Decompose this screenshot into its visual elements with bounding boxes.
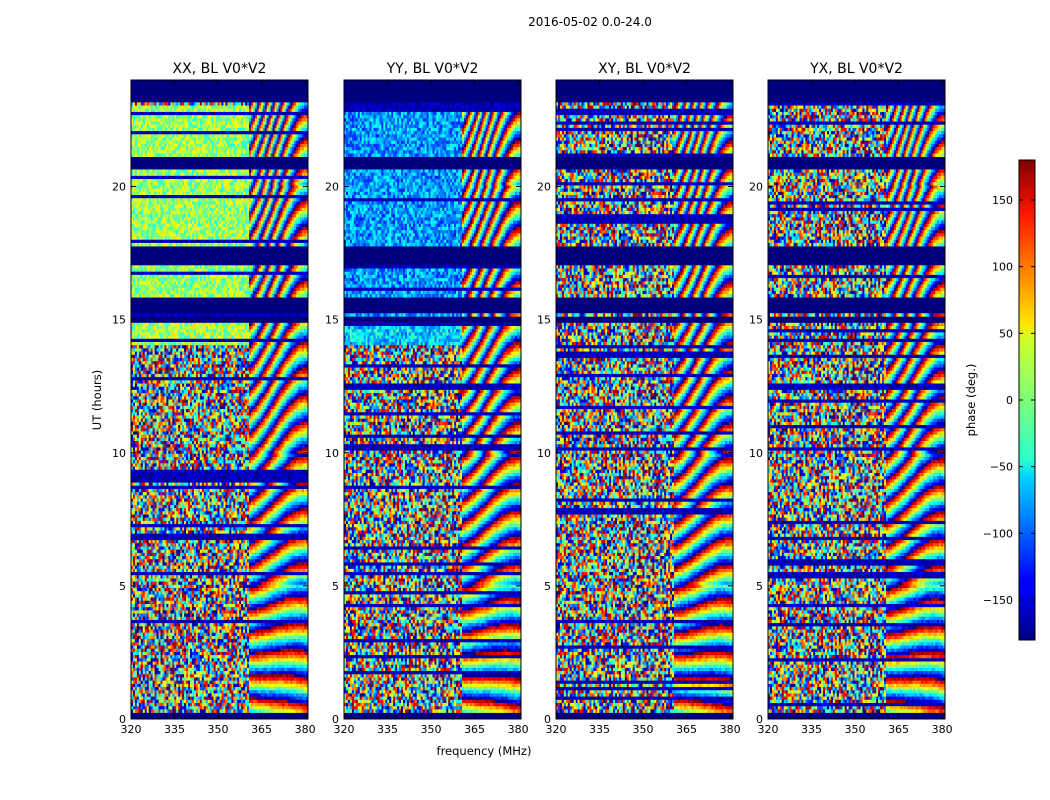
y-tick-label: 0 (756, 713, 763, 726)
y-tick-label: 10 (112, 447, 126, 460)
x-tick-label: 335 (801, 723, 822, 736)
y-tick-label: 5 (332, 580, 339, 593)
x-tick-label: 350 (633, 723, 654, 736)
y-tick-label: 15 (325, 314, 339, 327)
colorbar-tick-label: 0 (1006, 394, 1013, 407)
y-axis-label: UT (hours) (90, 370, 104, 430)
colorbar-tick-label: −150 (983, 594, 1013, 607)
y-tick-label: 5 (544, 580, 551, 593)
y-tick-label: 10 (537, 447, 551, 460)
panel-title: XY, BL V0*V2 (598, 61, 691, 77)
y-tick-label: 20 (112, 181, 126, 194)
x-tick-label: 335 (589, 723, 610, 736)
y-tick-label: 10 (325, 447, 339, 460)
y-tick-label: 5 (756, 580, 763, 593)
phase-image (556, 80, 733, 719)
x-tick-label: 350 (421, 723, 442, 736)
panel-title: YY, BL V0*V2 (386, 61, 479, 77)
y-tick-label: 15 (749, 314, 763, 327)
y-tick-label: 0 (332, 713, 339, 726)
x-tick-label: 365 (251, 723, 272, 736)
phase-image (344, 80, 521, 719)
panel-title: YX, BL V0*V2 (809, 61, 903, 77)
y-tick-label: 20 (749, 181, 763, 194)
colorbar-tick-label: 100 (992, 261, 1013, 274)
y-tick-label: 20 (325, 181, 339, 194)
x-tick-label: 365 (676, 723, 697, 736)
x-tick-label: 335 (164, 723, 185, 736)
x-tick-label: 380 (295, 723, 316, 736)
x-tick-label: 365 (888, 723, 909, 736)
y-tick-label: 0 (544, 713, 551, 726)
x-axis-label: frequency (MHz) (437, 744, 532, 758)
x-tick-label: 365 (464, 723, 485, 736)
x-tick-label: 350 (845, 723, 866, 736)
colorbar: −150 −100 −50 0 50 100 150 phase (deg.) (964, 160, 1035, 640)
y-tick-label: 15 (537, 314, 551, 327)
x-tick-label: 350 (208, 723, 229, 736)
x-tick-label: 380 (932, 723, 953, 736)
figure-suptitle: 2016-05-02 0.0-24.0 (528, 15, 652, 29)
y-tick-label: 15 (112, 314, 126, 327)
x-tick-label: 335 (377, 723, 398, 736)
y-tick-label: 5 (119, 580, 126, 593)
y-tick-label: 0 (119, 713, 126, 726)
colorbar-tick-label: 50 (999, 327, 1013, 340)
panel-title: XX, BL V0*V2 (173, 61, 267, 77)
colorbar-label: phase (deg.) (964, 364, 978, 437)
phase-image (768, 80, 945, 719)
phase-image (131, 80, 308, 719)
x-tick-label: 380 (508, 723, 529, 736)
y-tick-label: 20 (537, 181, 551, 194)
y-tick-label: 10 (749, 447, 763, 460)
colorbar-tick-label: −100 (983, 527, 1013, 540)
colorbar-tick-label: −50 (990, 461, 1013, 474)
colorbar-tick-label: 150 (992, 194, 1013, 207)
x-tick-label: 380 (720, 723, 741, 736)
